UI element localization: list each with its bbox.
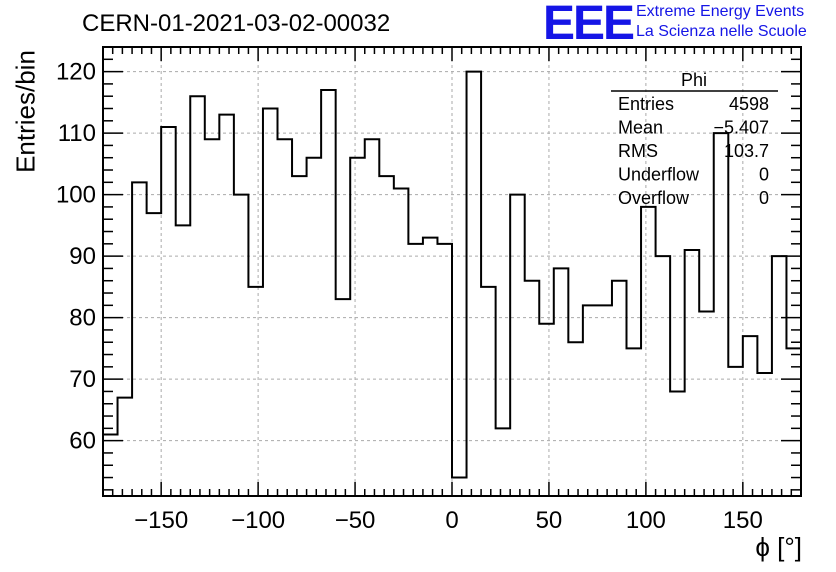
histogram-bin <box>786 348 801 496</box>
x-tick-label: 0 <box>445 507 458 534</box>
stats-row-label: Mean <box>618 118 663 138</box>
histogram-bin <box>772 256 787 496</box>
histogram-bin <box>670 391 685 496</box>
histogram-bin <box>437 244 452 496</box>
histogram-bin <box>118 398 133 496</box>
histogram-bin <box>757 373 772 496</box>
logo-line-2: La Scienza nelle Scuole <box>636 23 807 40</box>
x-tick-label: −50 <box>335 507 376 534</box>
histogram-outline <box>102 70 801 496</box>
y-tick-label: 110 <box>58 120 96 147</box>
histogram-bin <box>452 478 467 496</box>
y-tick-label: 90 <box>69 243 96 270</box>
histogram-bin <box>336 299 351 496</box>
y-axis-ticks: 60 70 80 90 100 110 120 <box>56 46 801 491</box>
stats-row-value: −5.407 <box>713 118 769 138</box>
histogram-bin <box>190 96 205 496</box>
x-axis-ticks: −150 −100 −50 0 50 100 150 <box>111 47 793 534</box>
histogram-bin <box>539 324 554 496</box>
stats-row-label: Overflow <box>618 188 690 208</box>
stats-row-label: Underflow <box>618 165 700 185</box>
stats-box-name: Phi <box>681 70 707 90</box>
x-tick-label: −150 <box>134 507 188 534</box>
y-tick-label: 80 <box>69 305 96 332</box>
x-tick-label: 100 <box>626 507 666 534</box>
histogram-bin <box>496 428 511 496</box>
histogram-bin <box>176 225 191 496</box>
histogram-bin <box>699 311 714 496</box>
histogram-bin <box>714 133 729 496</box>
stats-row-label: RMS <box>618 141 658 161</box>
histogram-bin <box>728 367 743 496</box>
histogram-bin <box>481 287 496 496</box>
histogram-bin <box>394 188 409 496</box>
histogram-bin <box>583 305 598 496</box>
eee-logo: EEE <box>543 0 635 50</box>
histogram-bin <box>248 287 263 496</box>
y-tick-label: 70 <box>69 366 96 393</box>
histogram-bin <box>743 336 758 496</box>
histogram-bin <box>510 195 525 496</box>
histogram-bin <box>321 90 336 496</box>
histogram-bin <box>685 250 700 496</box>
y-tick-label: 120 <box>56 59 96 86</box>
histogram-bin <box>568 342 583 496</box>
histogram-bin <box>597 305 612 496</box>
x-tick-label: 50 <box>536 507 563 534</box>
x-tick-label: 150 <box>723 507 763 534</box>
histogram-bin <box>627 348 642 496</box>
stats-row-value: 103.7 <box>724 141 769 161</box>
histogram-bin <box>467 72 482 496</box>
stats-row-value: 4598 <box>729 94 769 114</box>
histogram-bin <box>641 207 656 496</box>
stats-box: Phi Entries 4598 Mean −5.407 RMS 103.7 Underflo… <box>611 70 778 208</box>
histogram-bin <box>147 213 162 496</box>
histogram-bin <box>656 256 671 496</box>
histogram-bin <box>408 244 423 496</box>
histogram-bin <box>612 281 627 496</box>
histogram-bin <box>525 281 540 496</box>
stats-row-value: 0 <box>759 188 769 208</box>
logo-line-1: Extreme Energy Events <box>636 3 805 20</box>
y-tick-label: 60 <box>69 428 96 455</box>
histogram-bin <box>219 115 234 496</box>
x-tick-label: −100 <box>231 507 285 534</box>
histogram-bin <box>365 139 380 496</box>
histogram-bin <box>423 238 438 496</box>
stats-row-value: 0 <box>759 165 769 185</box>
histogram-bin <box>379 176 394 496</box>
x-axis-label: ϕ [°] <box>755 532 802 562</box>
histogram-bin <box>234 195 249 496</box>
histogram-bin <box>307 158 322 496</box>
histogram-bin <box>263 109 278 496</box>
stats-row-label: Entries <box>618 94 674 114</box>
y-tick-label: 100 <box>56 182 96 209</box>
histogram-bin <box>292 176 307 496</box>
histogram-bin <box>554 268 569 496</box>
eee-logo-text: Extreme Energy Events La Scienza nelle S… <box>636 2 807 42</box>
chart-title: CERN-01-2021-03-02-00032 <box>82 10 391 37</box>
histogram-bin <box>350 158 365 496</box>
histogram-bin <box>132 182 147 496</box>
